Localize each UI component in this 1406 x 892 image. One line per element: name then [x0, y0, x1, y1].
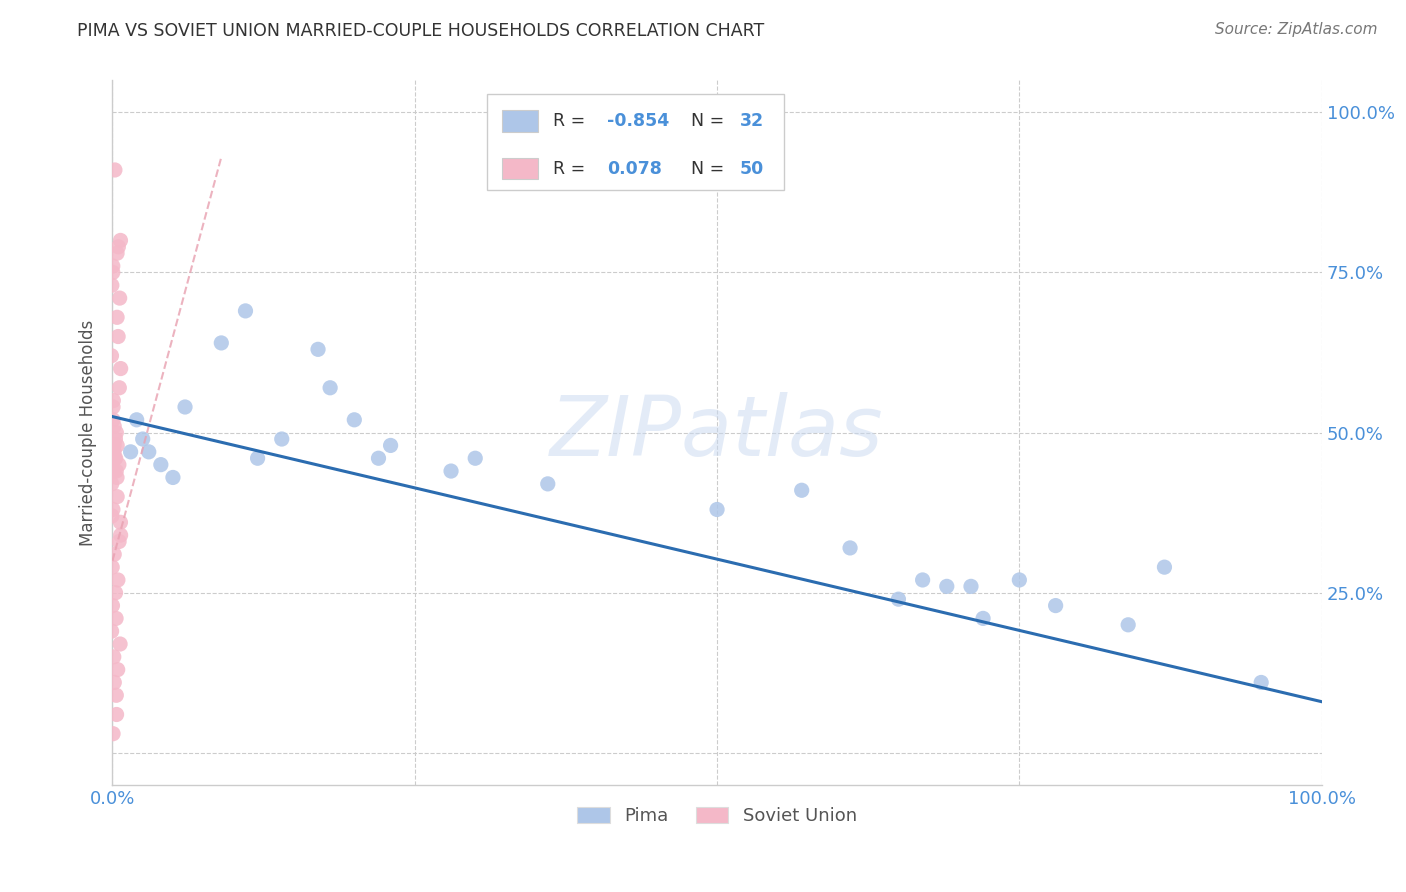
FancyBboxPatch shape	[502, 158, 538, 179]
Point	[367, 451, 389, 466]
Point	[101, 508, 124, 523]
Point	[319, 381, 342, 395]
Text: 0.078: 0.078	[607, 160, 662, 178]
Point	[706, 502, 728, 516]
Point	[108, 637, 131, 651]
Point	[101, 502, 124, 516]
FancyBboxPatch shape	[502, 111, 538, 132]
Point	[464, 451, 486, 466]
Point	[108, 381, 131, 395]
Point	[839, 541, 862, 555]
Point	[105, 611, 128, 625]
Point	[105, 438, 128, 452]
Point	[105, 246, 128, 260]
Point	[110, 528, 132, 542]
Point	[103, 419, 125, 434]
Point	[103, 547, 125, 561]
Point	[149, 458, 172, 472]
Point	[105, 464, 128, 478]
Point	[1153, 560, 1175, 574]
Point	[104, 451, 127, 466]
Point	[1250, 675, 1272, 690]
Text: -0.854: -0.854	[607, 112, 669, 130]
Point	[132, 432, 155, 446]
Point	[108, 291, 131, 305]
Point	[108, 534, 131, 549]
Point	[107, 573, 129, 587]
Text: N =: N =	[679, 112, 730, 130]
Point	[537, 476, 560, 491]
Point	[107, 663, 129, 677]
Point	[235, 304, 257, 318]
Point	[120, 445, 142, 459]
Text: 32: 32	[740, 112, 763, 130]
Point	[960, 579, 983, 593]
Point	[100, 476, 122, 491]
Point	[105, 688, 128, 702]
Point	[103, 649, 125, 664]
Y-axis label: Married-couple Households: Married-couple Households	[79, 319, 97, 546]
FancyBboxPatch shape	[488, 95, 783, 189]
Point	[790, 483, 813, 498]
Text: N =: N =	[679, 160, 730, 178]
Point	[103, 675, 125, 690]
Point	[105, 425, 128, 440]
Point	[103, 464, 125, 478]
Legend: Pima, Soviet Union: Pima, Soviet Union	[571, 799, 863, 832]
Point	[110, 361, 132, 376]
Text: 50: 50	[740, 160, 765, 178]
Point	[100, 624, 122, 639]
Text: ZIPatlas: ZIPatlas	[550, 392, 884, 473]
Point	[270, 432, 292, 446]
Point	[101, 278, 124, 293]
Point	[911, 573, 934, 587]
Point	[440, 464, 463, 478]
Point	[101, 727, 124, 741]
Point	[101, 560, 124, 574]
Text: R =: R =	[553, 112, 591, 130]
Point	[972, 611, 994, 625]
Point	[103, 393, 125, 408]
Point	[1116, 617, 1139, 632]
Point	[101, 445, 124, 459]
Point	[1008, 573, 1031, 587]
Point	[110, 234, 132, 248]
Point	[105, 310, 128, 325]
Point	[107, 240, 129, 254]
Point	[108, 458, 131, 472]
Point	[887, 592, 910, 607]
Text: R =: R =	[553, 160, 596, 178]
Point	[138, 445, 160, 459]
Point	[380, 438, 402, 452]
Text: Source: ZipAtlas.com: Source: ZipAtlas.com	[1215, 22, 1378, 37]
Point	[104, 163, 127, 178]
Point	[125, 413, 148, 427]
Point	[103, 445, 125, 459]
Point	[101, 599, 124, 613]
Point	[101, 259, 124, 273]
Point	[104, 451, 127, 466]
Point	[101, 265, 124, 279]
Point	[104, 432, 127, 446]
Text: PIMA VS SOVIET UNION MARRIED-COUPLE HOUSEHOLDS CORRELATION CHART: PIMA VS SOVIET UNION MARRIED-COUPLE HOUS…	[77, 22, 765, 40]
Point	[101, 400, 124, 414]
Point	[101, 413, 124, 427]
Point	[307, 343, 329, 357]
Point	[100, 349, 122, 363]
Point	[1045, 599, 1067, 613]
Point	[103, 438, 125, 452]
Point	[174, 400, 197, 414]
Point	[343, 413, 366, 427]
Point	[246, 451, 269, 466]
Point	[105, 490, 128, 504]
Point	[110, 516, 132, 530]
Point	[105, 470, 128, 484]
Point	[209, 335, 232, 350]
Point	[104, 586, 127, 600]
Point	[162, 470, 184, 484]
Point	[105, 707, 128, 722]
Point	[935, 579, 957, 593]
Point	[107, 329, 129, 343]
